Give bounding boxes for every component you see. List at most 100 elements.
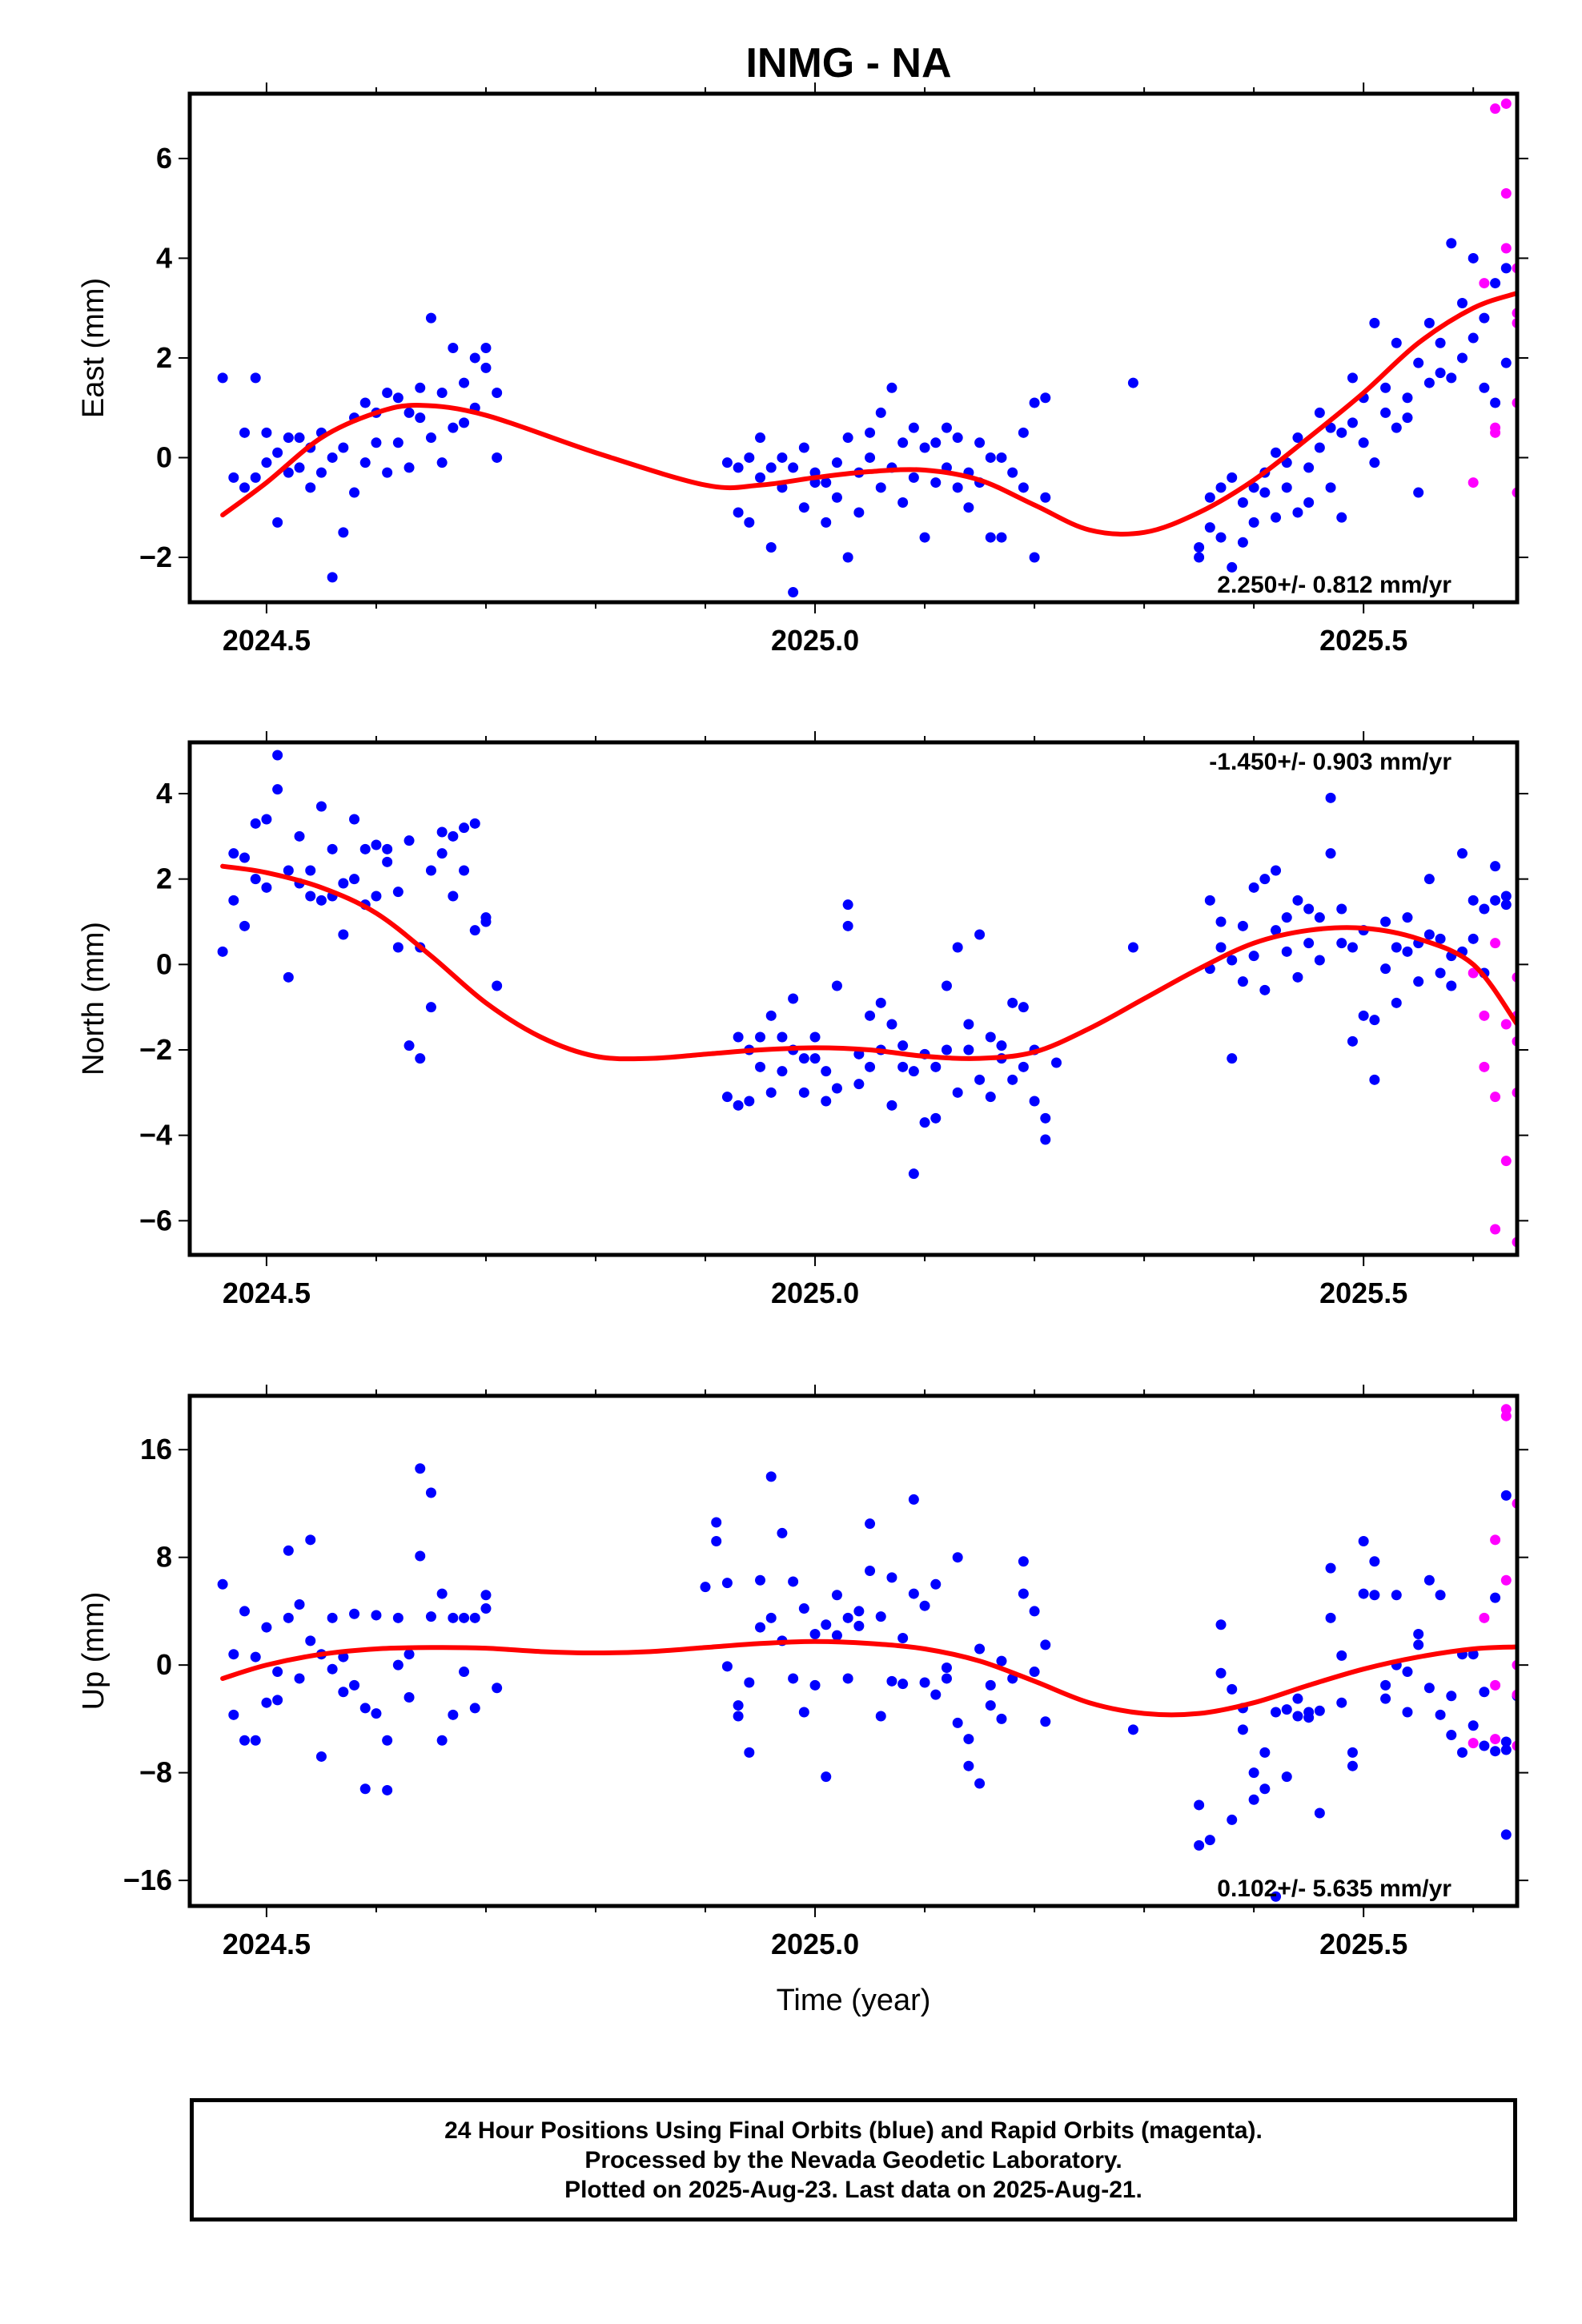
final-orbit-point [897,1040,909,1051]
chart-title: INMG - NA [745,40,951,86]
final-orbit-point [886,1019,897,1030]
final-orbit-point [469,818,480,829]
final-orbit-point [283,1545,294,1556]
final-orbit-point [1215,916,1227,927]
footer-line-3: Plotted on 2025-Aug-23. Last data on 202… [564,2176,1142,2203]
final-orbit-point [1347,417,1358,428]
final-orbit-point [283,467,294,478]
final-orbit-point [1490,1746,1501,1757]
final-orbit-point [436,1735,448,1746]
final-orbit-point [492,980,503,991]
final-orbit-point [897,1061,909,1072]
final-orbit-point [865,452,876,463]
final-orbit-point [1325,848,1336,859]
final-orbit-point [908,422,919,433]
final-orbit-point [765,1471,777,1482]
final-orbit-point [404,462,415,473]
final-orbit-point [1007,997,1018,1008]
final-orbit-point [305,1534,316,1546]
final-orbit-point [448,830,459,842]
final-orbit-point [1248,482,1259,493]
final-orbit-point [349,874,360,885]
model-fit-line [220,1638,1517,1718]
final-orbit-point [1018,1588,1029,1599]
final-orbit-point [1314,1807,1325,1819]
final-orbit-point [415,1053,426,1064]
final-orbit-point [359,457,371,468]
final-orbit-point [492,1683,503,1694]
final-orbit-point [283,1612,294,1623]
rapid-orbit-point [1490,1679,1501,1691]
final-orbit-point [294,462,305,473]
plot-frame [187,91,1520,605]
final-orbit-point [415,382,426,393]
final-orbit-point [283,971,294,983]
final-orbit-point [1347,372,1358,384]
final-orbit-point [392,437,404,448]
final-orbit-point [788,1673,799,1684]
final-orbit-point [963,502,974,513]
final-orbit-point [239,1735,251,1746]
y-tick-label: 16 [140,1433,172,1466]
final-orbit-point [974,437,986,448]
final-orbit-point [952,432,963,444]
final-orbit-point [777,1031,788,1043]
final-orbit-point [996,532,1007,543]
rapid-orbit-point [1490,427,1501,438]
final-orbit-point [1490,278,1501,289]
x-tick-label: 2025.0 [771,1277,859,1309]
final-orbit-point [448,422,459,433]
final-orbit-point [919,532,930,543]
final-orbit-point [1325,482,1336,493]
final-orbit-point [1204,1835,1215,1846]
chart-panel-1: 2024.5 2025.0 2025.5 −2 0 2 4 6 East (mm) 2.250+/… [77,82,1528,657]
final-orbit-point [1500,1736,1512,1747]
final-orbit-point [919,1600,930,1611]
final-orbit-point [1402,1667,1413,1678]
final-orbit-point [315,895,327,906]
y-tick-label: 0 [156,947,172,980]
final-orbit-point [1227,1683,1238,1695]
final-orbit-point [875,482,886,493]
x-axis-title: Time (year) [777,1984,931,2017]
final-orbit-point [1369,1556,1380,1567]
final-orbit-point [974,1074,986,1085]
final-orbit-point [1040,1639,1051,1651]
final-orbit-point [765,1612,777,1623]
final-orbit-point [1018,1556,1029,1567]
rapid-orbit-point [1500,243,1512,254]
final-orbit-point [359,843,371,854]
final-orbit-point [1380,1693,1391,1704]
final-orbit-point [283,432,294,444]
final-orbit-point [294,1599,305,1610]
final-orbit-point [349,814,360,825]
final-orbit-point [469,1612,480,1623]
final-orbit-point [788,462,799,473]
final-orbit-point [1446,1691,1457,1702]
final-orbit-point [1325,792,1336,803]
final-orbit-point [1018,482,1029,493]
final-orbit-point [1227,1053,1238,1064]
final-orbit-point [974,929,986,940]
final-orbit-point [315,467,327,478]
final-orbit-point [777,1527,788,1538]
final-orbit-point [415,1463,426,1474]
final-orbit-point [1336,427,1347,438]
final-orbit-point [853,1620,865,1631]
final-orbit-point [788,993,799,1004]
final-orbit-point [733,1031,744,1043]
final-orbit-point [985,1092,996,1103]
data-marks [217,1404,1517,1902]
plot-frame [187,1393,1520,1908]
final-orbit-point [865,1061,876,1072]
final-orbit-point [425,1487,436,1498]
final-orbit-point [1369,317,1380,328]
rapid-orbit-point [1479,278,1490,289]
final-orbit-point [1259,1747,1271,1758]
final-orbit-point [492,388,503,399]
final-orbit-point [1303,462,1315,473]
final-orbit-point [404,1691,415,1703]
final-orbit-point [359,1703,371,1714]
final-orbit-point [831,980,842,991]
final-orbit-point [1029,1667,1040,1678]
